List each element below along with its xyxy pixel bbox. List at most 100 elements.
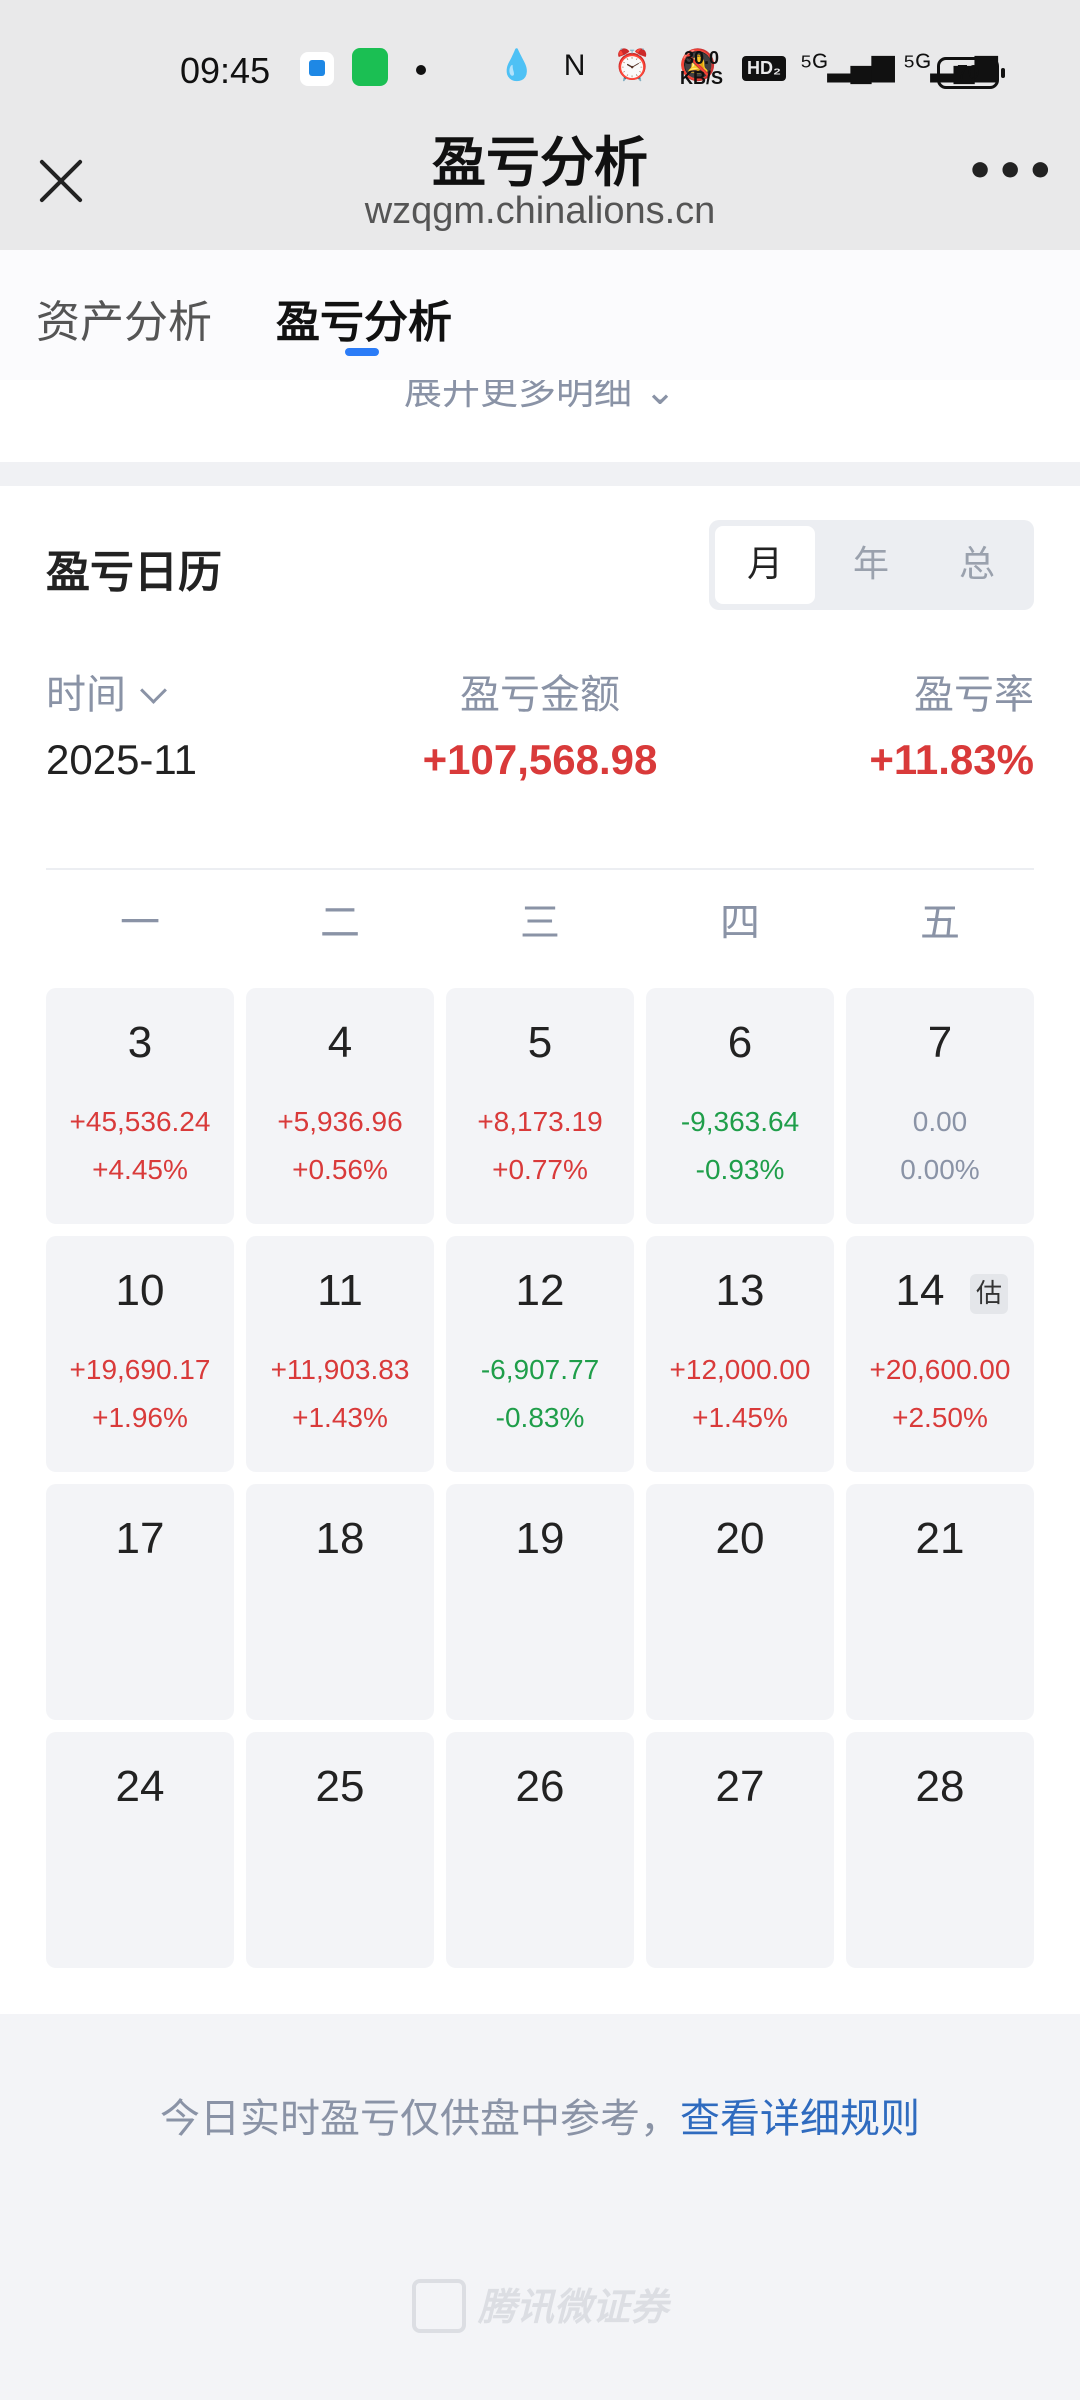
day-number: 4 bbox=[327, 1018, 353, 1067]
section-divider bbox=[0, 462, 1080, 486]
day-number: 6 bbox=[727, 1018, 753, 1067]
day-profit-amount: +5,936.96 bbox=[277, 1106, 403, 1137]
day-number: 10 bbox=[115, 1266, 165, 1315]
page-url: wzqgm.chinalions.cn bbox=[364, 190, 716, 232]
day-profit-amount: +45,536.24 bbox=[69, 1106, 211, 1137]
day-profit-rate: +0.56% bbox=[292, 1154, 388, 1185]
day-number: 12 bbox=[515, 1266, 565, 1315]
more-menu-icon[interactable]: ••• bbox=[966, 146, 1057, 197]
day-profit-rate: -0.93% bbox=[695, 1154, 785, 1185]
calendar-day-cell[interactable]: 25 bbox=[246, 1732, 434, 1968]
calendar-day-cell[interactable]: 7 0.00 0.00% bbox=[846, 988, 1034, 1224]
day-number: 5 bbox=[527, 1018, 553, 1067]
calendar-day-cell[interactable]: 24 bbox=[46, 1732, 234, 1968]
expand-more-button[interactable]: 展开更多明细 ⌄ bbox=[404, 380, 676, 413]
calendar-day-cell[interactable]: 3 +45,536.24 +4.45% bbox=[46, 988, 234, 1224]
day-number: 7 bbox=[927, 1018, 953, 1067]
tab-bar: 资产分析 盈亏分析 bbox=[0, 250, 1080, 380]
day-profit-amount: 0.00 bbox=[912, 1106, 968, 1137]
weekday-wed: 三 bbox=[520, 900, 560, 946]
weekday-mon: 一 bbox=[120, 900, 160, 946]
app-notification-icon bbox=[352, 48, 388, 86]
battery-icon: 70 bbox=[937, 57, 1005, 89]
estimate-badge: 估 bbox=[970, 1274, 1008, 1314]
rate-header: 盈亏率 bbox=[914, 672, 1034, 718]
signal-icon: ⁵ᴳ▂▄▆ ⁵ᴳ▂▄▆ bbox=[800, 49, 998, 82]
day-number: 17 bbox=[115, 1514, 165, 1563]
note-text: 今日实时盈亏仅供盘中参考， bbox=[160, 2096, 680, 2142]
time-selector[interactable]: 时间 bbox=[46, 662, 167, 720]
day-profit-rate: +1.43% bbox=[292, 1402, 388, 1433]
more-notifications-dot bbox=[416, 65, 426, 75]
calendar-day-cell[interactable]: 19 bbox=[446, 1484, 634, 1720]
page-title: 盈亏分析 bbox=[432, 131, 648, 194]
app-notification-icon bbox=[300, 52, 334, 86]
day-number: 28 bbox=[915, 1762, 965, 1811]
system-status-icons: 💧 N ⏰ 🔕 bbox=[498, 49, 727, 82]
calendar-day-cell[interactable]: 28 bbox=[846, 1732, 1034, 1968]
day-profit-amount: +20,600.00 bbox=[869, 1354, 1011, 1385]
tab-profit-analysis[interactable]: 盈亏分析 bbox=[276, 297, 452, 348]
period-segmented-control: 月 年 总 bbox=[709, 520, 1034, 610]
active-tab-indicator bbox=[345, 348, 379, 356]
day-profit-amount: +11,903.83 bbox=[270, 1354, 410, 1385]
calendar-day-cell[interactable]: 4 +5,936.96 +0.56% bbox=[246, 988, 434, 1224]
day-number: 27 bbox=[715, 1762, 765, 1811]
network-speed: 30.0 KB/S bbox=[680, 48, 724, 88]
brand-name: 腾讯微证券 bbox=[477, 2285, 668, 2329]
day-number: 20 bbox=[715, 1514, 765, 1563]
realtime-note: 今日实时盈亏仅供盘中参考，查看详细规则 bbox=[0, 2086, 1080, 2144]
day-profit-rate: +0.77% bbox=[492, 1154, 588, 1185]
calendar-day-cell[interactable]: 13 +12,000.00 +1.45% bbox=[646, 1236, 834, 1472]
time-label: 时间 bbox=[46, 672, 126, 718]
calendar-day-cell[interactable]: 11 +11,903.83 +1.43% bbox=[246, 1236, 434, 1472]
hd-voice-icon: HD₂ bbox=[742, 56, 786, 81]
segment-month[interactable]: 月 bbox=[715, 526, 815, 604]
calendar-day-cell[interactable]: 21 bbox=[846, 1484, 1034, 1720]
tab-asset-analysis[interactable]: 资产分析 bbox=[36, 297, 212, 348]
day-profit-amount: +12,000.00 bbox=[669, 1354, 811, 1385]
day-profit-rate: +2.50% bbox=[892, 1402, 988, 1433]
weekday-fri: 五 bbox=[920, 900, 960, 946]
divider bbox=[46, 868, 1034, 870]
day-profit-amount: +8,173.19 bbox=[477, 1106, 603, 1137]
brand-watermark: 腾讯微证券 bbox=[0, 2276, 1080, 2337]
calendar-day-cell[interactable]: 26 bbox=[446, 1732, 634, 1968]
status-time: 09:45 bbox=[180, 50, 271, 91]
day-profit-rate: 0.00% bbox=[900, 1154, 980, 1185]
calendar-day-cell[interactable]: 27 bbox=[646, 1732, 834, 1968]
calendar-day-cell[interactable]: 20 bbox=[646, 1484, 834, 1720]
calendar-day-cell[interactable]: 5 +8,173.19 +0.77% bbox=[446, 988, 634, 1224]
segment-year[interactable]: 年 bbox=[852, 544, 889, 585]
calendar-day-cell[interactable]: 12 -6,907.77 -0.83% bbox=[446, 1236, 634, 1472]
calendar-day-cell[interactable]: 17 bbox=[46, 1484, 234, 1720]
calendar-day-cell[interactable]: 6 -9,363.64 -0.93% bbox=[646, 988, 834, 1224]
calendar-day-cell[interactable]: 14 估 +20,600.00 +2.50% bbox=[846, 1236, 1034, 1472]
calendar-day-cell[interactable]: 10 +19,690.17 +1.96% bbox=[46, 1236, 234, 1472]
profit-calendar-card: 盈亏日历 月 年 总 时间 盈亏金额 盈亏率 2025-11 +107,568.… bbox=[0, 486, 1080, 2014]
day-profit-amount: -6,907.77 bbox=[480, 1354, 600, 1385]
day-profit-rate: +1.96% bbox=[92, 1402, 188, 1433]
day-profit-rate: -0.83% bbox=[495, 1402, 585, 1433]
day-number: 25 bbox=[315, 1762, 365, 1811]
amount-header: 盈亏金额 bbox=[460, 672, 620, 718]
brand-logo-icon bbox=[411, 2278, 466, 2333]
day-number: 21 bbox=[915, 1514, 965, 1563]
status-bar: 09:45 💧 N ⏰ 🔕 30.0 KB/S HD₂ ⁵ᴳ▂▄▆ ⁵ᴳ▂▄▆ … bbox=[0, 38, 1080, 108]
day-number: 13 bbox=[715, 1266, 765, 1315]
calendar-title: 盈亏日历 bbox=[46, 547, 222, 598]
day-number: 18 bbox=[315, 1514, 365, 1563]
calendar-day-cell[interactable]: 18 bbox=[246, 1484, 434, 1720]
total-profit-rate: +11.83% bbox=[869, 736, 1034, 783]
day-number: 26 bbox=[515, 1762, 565, 1811]
day-profit-rate: +1.45% bbox=[692, 1402, 788, 1433]
top-bar: 09:45 💧 N ⏰ 🔕 30.0 KB/S HD₂ ⁵ᴳ▂▄▆ ⁵ᴳ▂▄▆ … bbox=[0, 0, 1080, 250]
rules-link[interactable]: 查看详细规则 bbox=[680, 2096, 920, 2142]
day-profit-amount: +19,690.17 bbox=[69, 1354, 211, 1385]
weekday-tue: 二 bbox=[320, 900, 360, 946]
day-number: 3 bbox=[127, 1018, 153, 1067]
day-number: 11 bbox=[317, 1266, 363, 1315]
expand-details-strip: 展开更多明细 ⌄ bbox=[0, 380, 1080, 462]
day-number: 14 bbox=[895, 1266, 945, 1315]
segment-total[interactable]: 总 bbox=[958, 544, 995, 585]
